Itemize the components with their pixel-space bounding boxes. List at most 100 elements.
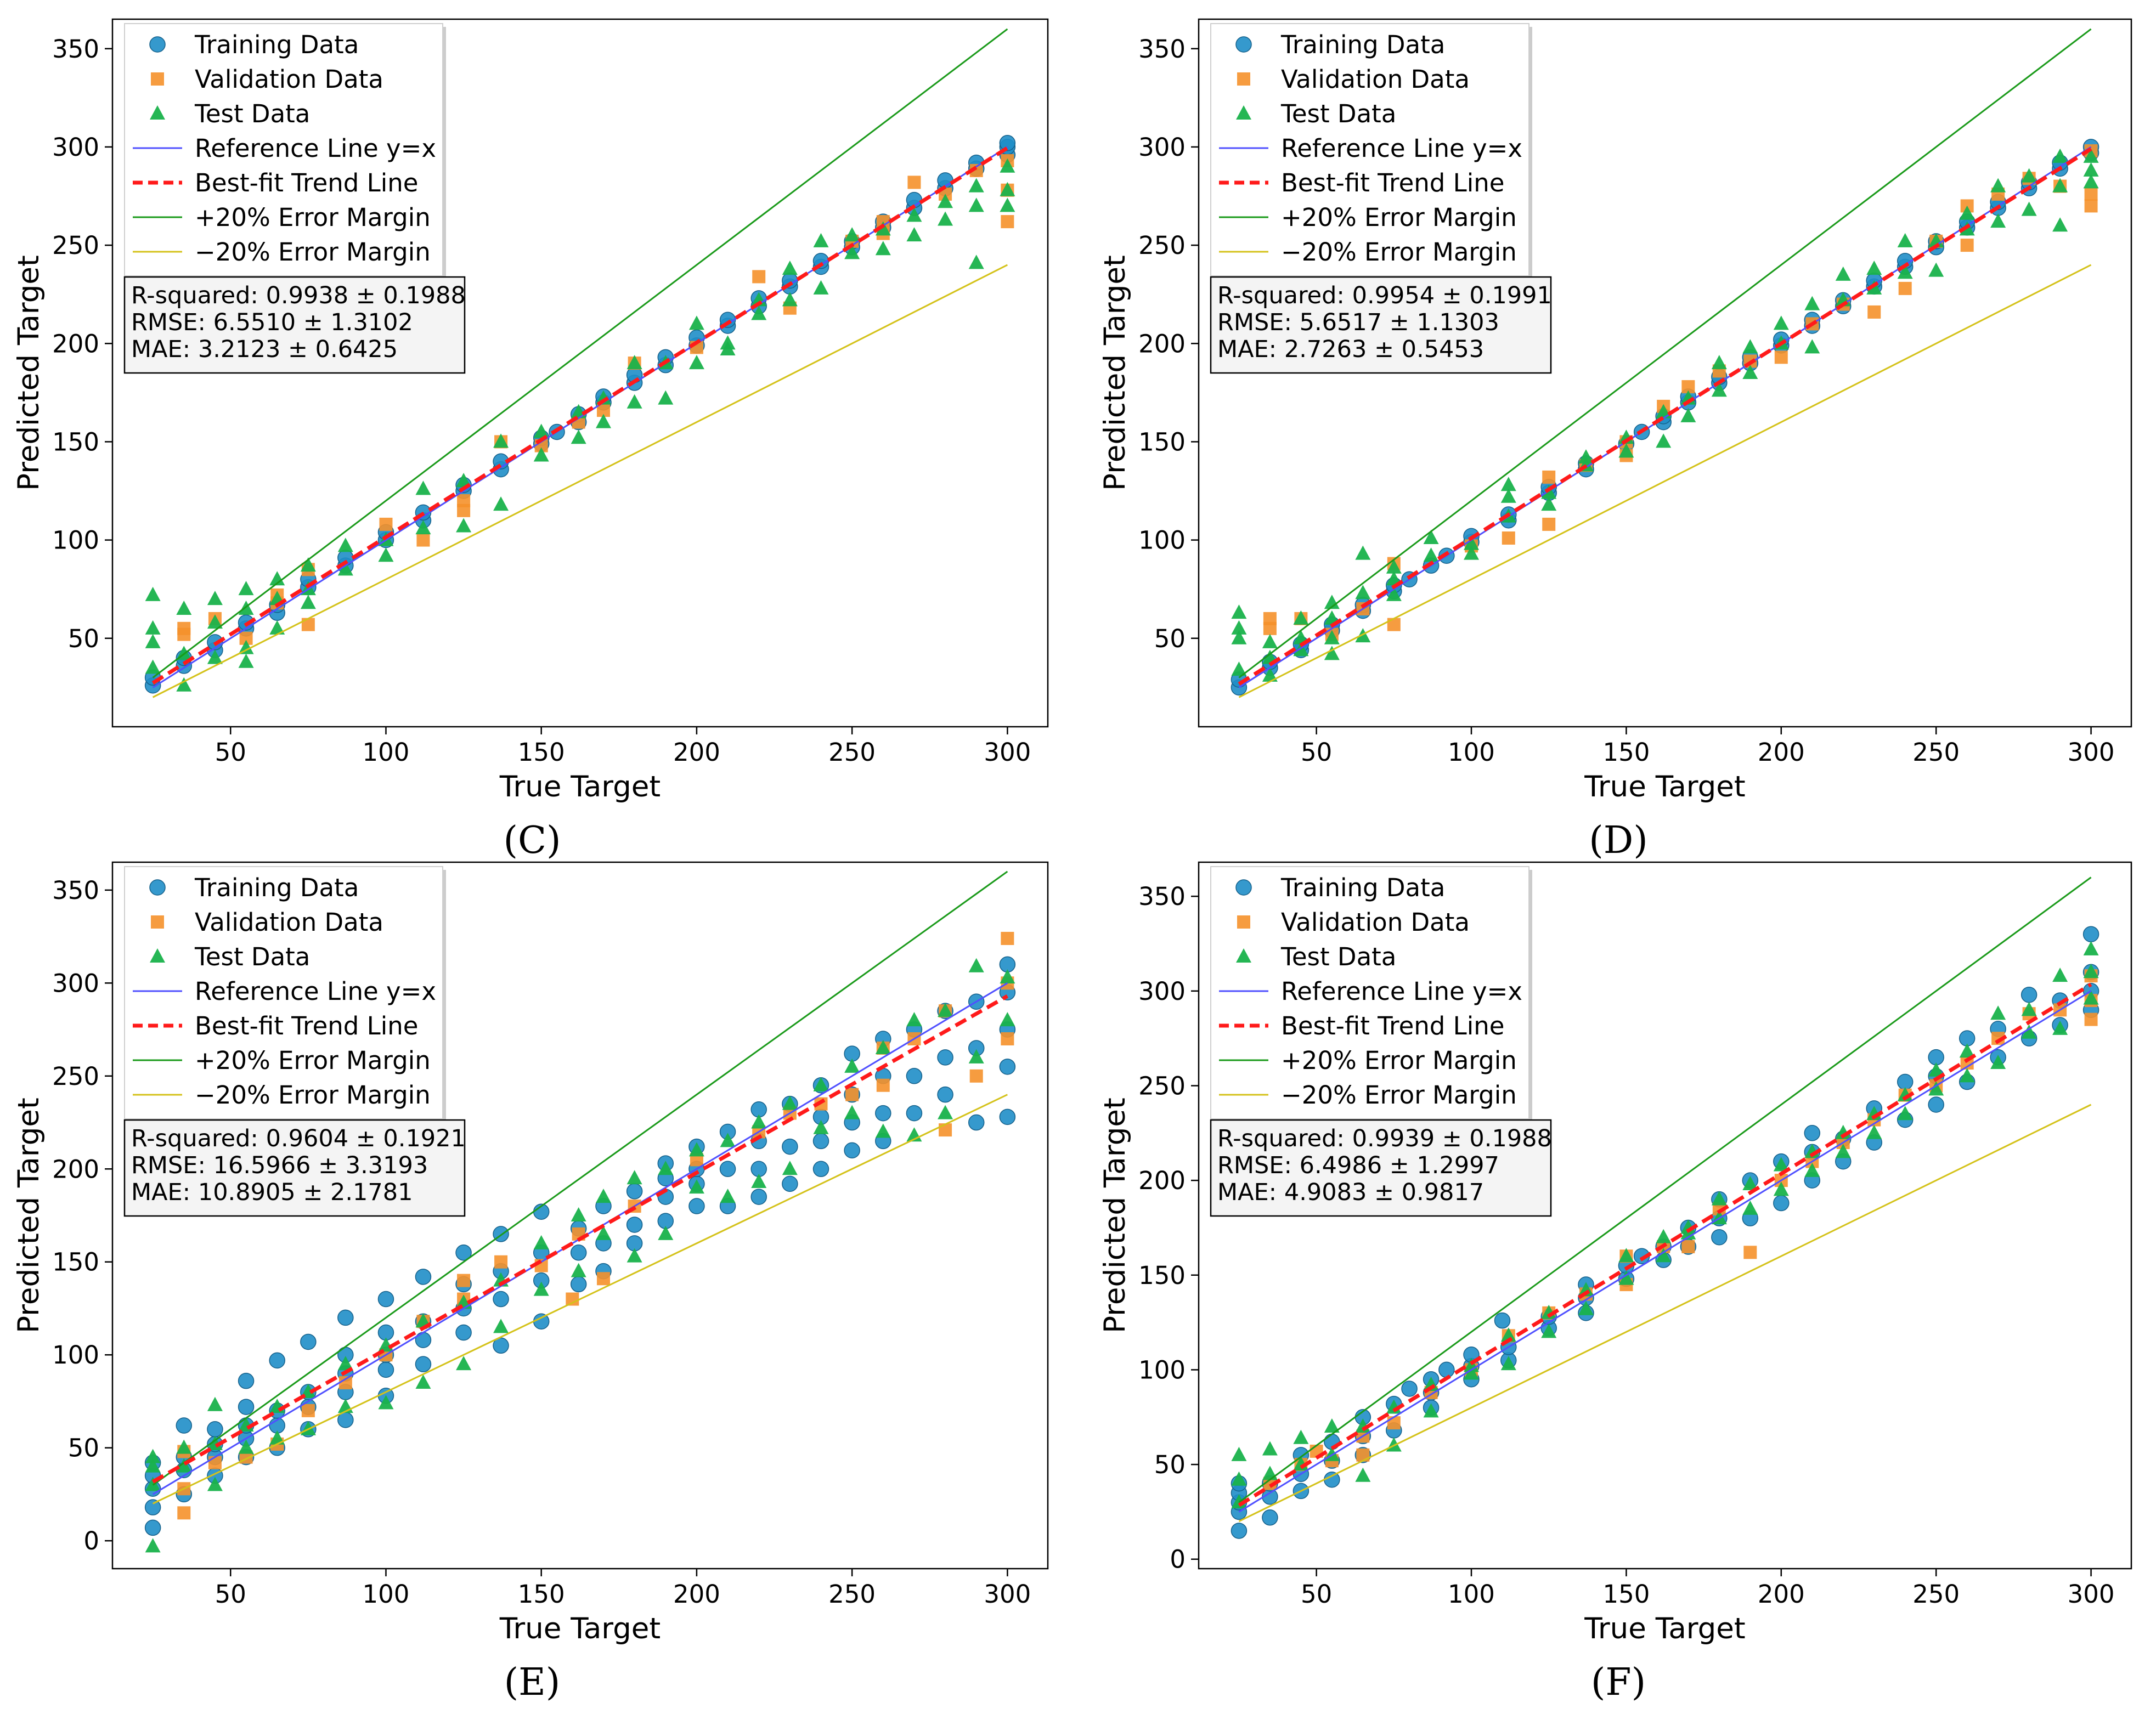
data-point-test: [1742, 365, 1758, 379]
data-point-test: [1423, 1403, 1439, 1418]
data-point-validation: [845, 1088, 859, 1101]
minus20-margin-line: [152, 1094, 1008, 1504]
legend-entry: +20% Error Margin: [1281, 203, 1517, 232]
y-axis-label: Predicted Target: [1098, 1098, 1132, 1333]
stats-line: R-squared: 0.9604 ± 0.1921: [131, 1125, 466, 1152]
data-point-test: [1990, 1005, 2006, 1020]
panel-f: 50 100 150 200 250 300 0 50 100 150 200 250 300 350 Tr…: [1098, 861, 2132, 1704]
data-point-test: [1773, 1181, 1789, 1196]
y-tick-label: 100: [52, 1340, 99, 1370]
data-point-test: [875, 1039, 891, 1054]
x-tick-label: 300: [984, 1580, 1031, 1609]
y-tick-label: 200: [52, 1155, 99, 1184]
data-point-test: [1541, 1323, 1557, 1338]
legend-entry: +20% Error Margin: [195, 203, 431, 232]
data-point-training: [812, 1133, 829, 1150]
data-point-training: [937, 1086, 953, 1103]
y-tick-label: 100: [1138, 526, 1186, 555]
legend-entry: −20% Error Margin: [195, 237, 431, 267]
data-point-test: [415, 480, 431, 495]
data-point-test: [844, 1058, 860, 1073]
data-point-validation: [1387, 1416, 1401, 1430]
data-point-training: [812, 1161, 829, 1178]
stats-line: MAE: 3.2123 ± 0.6425: [131, 336, 398, 363]
legend-key-marker: [149, 879, 166, 896]
data-point-test: [2083, 174, 2099, 189]
data-point-validation: [494, 1255, 508, 1269]
y-tick-label: 350: [1138, 882, 1186, 911]
data-point-test: [533, 1281, 549, 1296]
legend-entry: Reference Line y=x: [195, 134, 436, 163]
data-point-training: [999, 1108, 1016, 1125]
legend-entry: Best-fit Trend Line: [195, 1011, 418, 1040]
data-point-test: [595, 1189, 611, 1203]
data-point-test: [176, 1439, 192, 1454]
data-point-test: [300, 557, 316, 572]
data-point-test: [938, 211, 953, 226]
legend-entry: +20% Error Margin: [195, 1046, 431, 1075]
data-point-test: [493, 433, 509, 448]
data-point-training: [144, 1519, 161, 1536]
data-point-test: [688, 1142, 704, 1157]
stats-line: RMSE: 6.5510 ± 1.3102: [131, 309, 413, 336]
data-point-test: [1990, 178, 2006, 193]
x-tick-label: 250: [1912, 1580, 1960, 1609]
x-tick-label: 300: [984, 738, 1031, 767]
x-tick-label: 250: [828, 1580, 876, 1609]
data-point-test: [938, 1105, 953, 1119]
legend-key-marker: [1236, 105, 1251, 120]
stats-line: RMSE: 5.6517 ± 1.1303: [1217, 309, 1499, 336]
legend-box: [124, 23, 443, 276]
x-tick-label: 50: [215, 738, 246, 767]
data-point-test: [595, 414, 611, 428]
data-point-test: [269, 1430, 285, 1445]
legend-key-marker: [150, 948, 165, 963]
data-point-test: [1355, 545, 1371, 560]
y-tick-label: 250: [1138, 1071, 1186, 1100]
data-point-test: [1990, 213, 2006, 228]
data-point-test: [176, 677, 192, 692]
data-point-validation: [1743, 1246, 1757, 1259]
x-tick-label: 150: [1602, 738, 1650, 767]
data-point-test: [782, 1161, 798, 1175]
data-point-test: [493, 496, 509, 511]
x-axis-label: True Target: [499, 770, 661, 804]
data-point-test: [145, 586, 161, 601]
data-point-validation: [416, 533, 430, 547]
data-point-validation: [2084, 199, 2098, 213]
data-point-test: [238, 640, 254, 654]
data-point-test: [269, 620, 285, 635]
data-point-test: [968, 1049, 984, 1064]
data-point-test: [238, 1439, 254, 1454]
data-point-test: [1959, 1068, 1975, 1083]
data-point-test: [207, 591, 223, 606]
legend-key-marker: [1237, 915, 1250, 929]
legend-entry: Reference Line y=x: [195, 977, 436, 1006]
legend-box: [1210, 23, 1529, 276]
data-point-test: [1866, 261, 1882, 275]
data-point-validation: [907, 176, 921, 189]
data-point-validation: [1681, 1240, 1695, 1253]
legend-box: [1210, 866, 1529, 1119]
data-point-test: [415, 1374, 431, 1389]
data-point-test: [1928, 262, 1944, 277]
x-tick-label: 200: [1758, 1580, 1805, 1609]
data-point-test: [1773, 315, 1789, 330]
legend-entry: Training Data: [194, 873, 359, 902]
data-point-test: [207, 1435, 223, 1450]
y-tick-label: 350: [52, 876, 99, 905]
data-point-test: [1656, 433, 1672, 448]
y-tick-label: 100: [1138, 1355, 1186, 1384]
data-point-test: [1423, 530, 1439, 544]
legend-entry: Test Data: [194, 942, 310, 971]
data-point-test: [844, 1105, 860, 1119]
x-tick-label: 100: [363, 1580, 410, 1609]
data-point-test: [782, 292, 798, 307]
legend-key-marker: [151, 72, 164, 86]
data-point-training: [999, 135, 1016, 151]
data-layer: [1231, 28, 2099, 698]
data-point-test: [968, 254, 984, 269]
y-tick-label: 150: [52, 427, 99, 456]
data-point-validation: [301, 1404, 315, 1417]
data-point-test: [1324, 1418, 1340, 1433]
